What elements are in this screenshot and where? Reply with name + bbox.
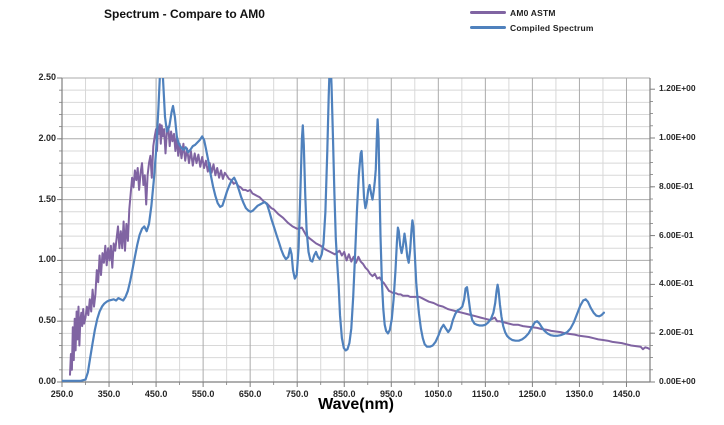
right-axis-tick-label: 1.00E+00 xyxy=(659,132,696,142)
x-axis-tick-label: 350.0 xyxy=(97,389,121,399)
left-axis-tick-label: 1.50 xyxy=(38,193,56,204)
compiled-spectrum-line xyxy=(62,78,606,382)
minor-gridlines xyxy=(62,78,650,382)
legend-line-sample xyxy=(470,26,506,29)
legend-line-sample xyxy=(470,11,506,14)
axes xyxy=(57,77,655,387)
left-axis-tick-label: 1.00 xyxy=(38,254,56,265)
x-axis-tick-label: 1450.0 xyxy=(612,389,641,399)
legend-entry-am0-astm: AM0 ASTM xyxy=(470,5,594,20)
x-axis-tick-label: 650.0 xyxy=(238,389,262,399)
left-axis-tick-label: 0.50 xyxy=(38,315,56,326)
x-axis-tick-label: 750.0 xyxy=(285,389,309,399)
x-axis-tick-label: 1250.0 xyxy=(518,389,547,399)
x-axis-tick-label: 450.0 xyxy=(144,389,168,399)
right-axis-tick-label: 1.20E+00 xyxy=(659,83,696,94)
x-axis-tick-label: 550.0 xyxy=(191,389,215,399)
left-axis-tick-label: 2.50 xyxy=(38,72,56,82)
x-axis-title: Wave(nm) xyxy=(318,396,394,413)
right-axis-tick-label: 6.00E-01 xyxy=(659,229,694,240)
left-axis-tick-label: 0.00 xyxy=(38,376,56,386)
right-axis-tick-label: 0.00E+00 xyxy=(659,376,696,386)
right-axis-tick-label: 8.00E-01 xyxy=(659,180,694,191)
legend: AM0 ASTM Compiled Spectrum xyxy=(470,5,594,35)
legend-label: Compiled Spectrum xyxy=(510,22,594,33)
left-axis-tick-label: 2.00 xyxy=(38,132,56,143)
right-axis-tick-label: 4.00E-01 xyxy=(659,278,694,289)
x-axis-tick-label: 1350.0 xyxy=(565,389,594,399)
x-axis-tick-label: 850.0 xyxy=(332,389,356,399)
legend-label: AM0 ASTM xyxy=(510,7,556,18)
right-axis-tick-label: 2.00E-01 xyxy=(659,327,694,338)
x-axis-tick-label: 1150.0 xyxy=(471,389,499,399)
x-axis-tick-label: 950.0 xyxy=(380,389,403,399)
chart-title: Spectrum - Compare to AM0 xyxy=(104,7,265,21)
legend-entry-compiled-spectrum: Compiled Spectrum xyxy=(470,20,594,35)
x-axis-tick-label: 1050.0 xyxy=(424,389,453,399)
x-axis-tick-label: 250.0 xyxy=(50,389,74,399)
